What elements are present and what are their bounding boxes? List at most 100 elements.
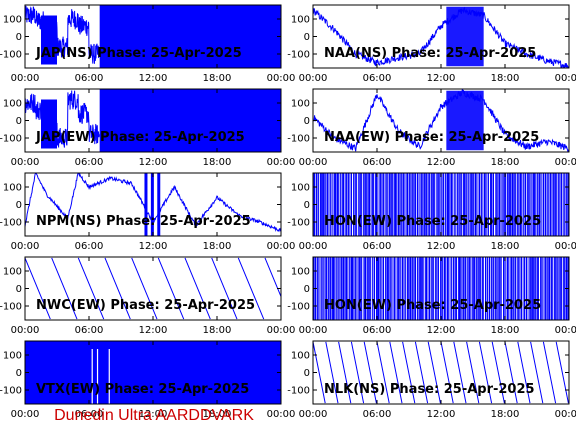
trace-line <box>25 5 100 64</box>
x-tick-label: 18:00 <box>203 241 232 252</box>
y-tick-label: 0 <box>304 368 310 379</box>
plot-area <box>313 6 569 68</box>
plot-area <box>25 173 281 236</box>
trace-line <box>313 341 569 404</box>
y-tick-label: 100 <box>291 99 310 110</box>
wrap-band <box>144 173 148 236</box>
y-tick-label: 100 <box>3 267 22 278</box>
chart-panel-npm-ns: 100 0 -100 00:00 06:00 12:00 18:00 00:00 NPM(NS)… <box>0 172 295 252</box>
panel-title: NAA(NS) Phase: 25-Apr-2025 <box>324 46 536 61</box>
plot-area <box>25 257 281 320</box>
y-tick-label: 0 <box>16 116 22 127</box>
x-tick-label: 18:00 <box>491 241 520 252</box>
saturated-band <box>99 5 281 68</box>
x-tick-label: 00:00 <box>299 241 328 252</box>
chart-panel-jap-ns: 100 0 -100 00:00 06:00 12:00 18:00 00:00 JAP(NS)… <box>0 4 295 84</box>
noise-band <box>41 99 57 149</box>
x-tick-label: 00:00 <box>11 325 40 336</box>
x-tick-label: 12:00 <box>427 73 456 84</box>
x-tick-label: 00:00 <box>299 73 328 84</box>
x-tick-label: 06:00 <box>75 157 104 168</box>
x-tick-label: 06:00 <box>363 409 392 420</box>
x-tick-label: 00:00 <box>11 73 40 84</box>
chart-panel-hon-ew: 100 0 -100 00:00 06:00 12:00 18:00 00:00 HON(EW)… <box>287 256 576 336</box>
x-tick-label: 06:00 <box>363 157 392 168</box>
y-tick-label: 100 <box>3 351 22 362</box>
y-tick-label: 100 <box>291 183 310 194</box>
panel-title: JAP(EW) Phase: 25-Apr-2025 <box>35 130 245 145</box>
x-tick-label: 18:00 <box>203 325 232 336</box>
x-tick-label: 18:00 <box>203 73 232 84</box>
x-tick-label: 00:00 <box>555 241 576 252</box>
panel-title: VTX(EW) Phase: 25-Apr-2025 <box>36 382 249 397</box>
x-tick-label: 12:00 <box>139 241 168 252</box>
y-tick-label: 100 <box>291 15 310 26</box>
x-tick-label: 12:00 <box>139 409 168 420</box>
x-tick-label: 00:00 <box>299 325 328 336</box>
x-tick-label: 12:00 <box>427 325 456 336</box>
y-tick-label: -100 <box>287 134 310 145</box>
chart-panel-vtx-ew: 100 0 -100 00:00 06:00 12:00 18:00 00:00 VTX(EW)… <box>0 340 295 420</box>
noise-band <box>446 90 484 151</box>
panel-title: NAA(EW) Phase: 25-Apr-2025 <box>324 130 539 145</box>
panel-title: JAP(NS) Phase: 25-Apr-2025 <box>35 46 242 61</box>
y-tick-label: -100 <box>287 50 310 61</box>
trace-line <box>313 89 569 152</box>
x-tick-label: 00:00 <box>299 409 328 420</box>
plot-area <box>25 89 281 152</box>
x-tick-label: 06:00 <box>75 73 104 84</box>
wrap-band <box>150 173 154 236</box>
y-tick-label: 0 <box>16 284 22 295</box>
trace-line <box>313 6 569 68</box>
x-tick-label: 12:00 <box>427 157 456 168</box>
chart-panel-naa-ew: 100 0 -100 00:00 06:00 12:00 18:00 00:00 NAA(EW)… <box>287 88 576 168</box>
trace-line <box>25 257 281 320</box>
y-tick-label: 0 <box>304 200 310 211</box>
y-tick-label: -100 <box>0 218 22 229</box>
x-tick-label: 06:00 <box>75 325 104 336</box>
chart-panel-hon-ew: 100 0 -100 00:00 06:00 12:00 18:00 00:00 HON(EW)… <box>287 172 576 252</box>
x-tick-label: 00:00 <box>299 157 328 168</box>
y-tick-label: 0 <box>304 32 310 43</box>
y-tick-label: 0 <box>16 368 22 379</box>
y-tick-label: 100 <box>3 183 22 194</box>
x-tick-label: 12:00 <box>427 409 456 420</box>
x-tick-label: 06:00 <box>75 409 104 420</box>
x-tick-label: 00:00 <box>555 325 576 336</box>
plot-area <box>313 89 569 152</box>
y-tick-label: 100 <box>3 15 22 26</box>
y-tick-label: 100 <box>291 351 310 362</box>
y-tick-label: 0 <box>16 32 22 43</box>
x-tick-label: 18:00 <box>491 409 520 420</box>
y-tick-label: -100 <box>0 302 22 313</box>
saturated-band <box>99 89 281 152</box>
plot-area <box>313 257 569 320</box>
plot-area <box>25 5 281 68</box>
plot-area <box>313 173 569 236</box>
chart-panel-naa-ns: 100 0 -100 00:00 06:00 12:00 18:00 00:00 NAA(NS)… <box>287 4 576 84</box>
y-tick-label: 0 <box>304 284 310 295</box>
y-tick-label: -100 <box>0 50 22 61</box>
chart-panel-nwc-ew: 100 0 -100 00:00 06:00 12:00 18:00 00:00 NWC(EW)… <box>0 256 295 336</box>
x-tick-label: 18:00 <box>203 157 232 168</box>
plot-area <box>25 341 281 404</box>
x-tick-label: 18:00 <box>491 73 520 84</box>
y-tick-label: 100 <box>291 267 310 278</box>
panel-title: NWC(EW) Phase: 25-Apr-2025 <box>36 298 255 313</box>
x-tick-label: 00:00 <box>555 73 576 84</box>
x-tick-label: 00:00 <box>11 409 40 420</box>
y-tick-label: 100 <box>3 99 22 110</box>
x-tick-label: 06:00 <box>363 73 392 84</box>
x-tick-label: 06:00 <box>363 241 392 252</box>
y-tick-label: -100 <box>287 218 310 229</box>
noise-band <box>446 6 484 67</box>
y-tick-label: -100 <box>0 386 22 397</box>
chart-panel-nlk-ns: 100 0 -100 00:00 06:00 12:00 18:00 00:00 NLK(NS)… <box>287 340 576 420</box>
y-tick-label: 0 <box>16 200 22 211</box>
y-tick-label: -100 <box>287 386 310 397</box>
x-tick-label: 18:00 <box>491 325 520 336</box>
x-tick-label: 00:00 <box>555 409 576 420</box>
x-tick-label: 06:00 <box>75 241 104 252</box>
saturated-band <box>25 341 281 404</box>
